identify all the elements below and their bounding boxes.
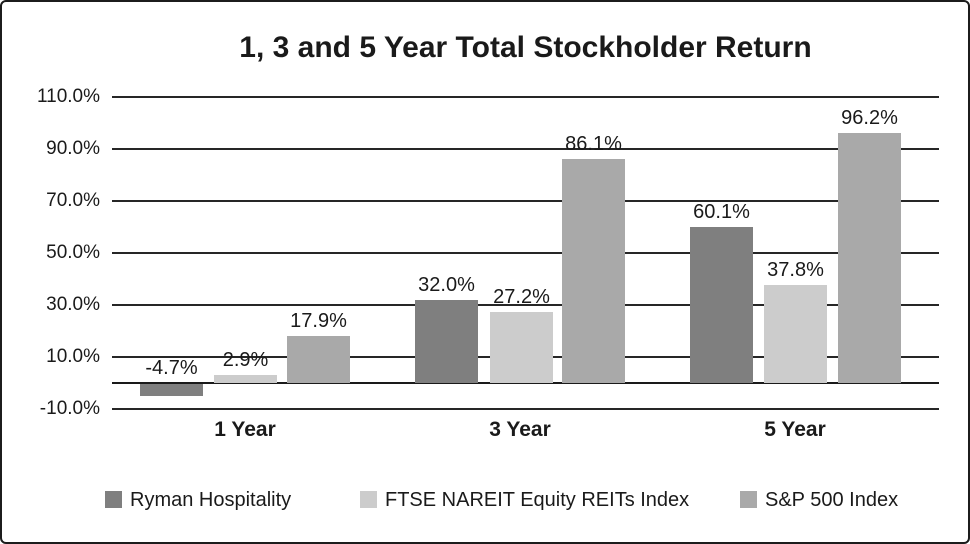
legend-swatch	[360, 491, 377, 508]
value-label: 2.9%	[222, 349, 269, 372]
y-axis-tick-label: 70.0%	[46, 190, 100, 211]
bar-ryman-hospitality-5-year	[690, 226, 753, 383]
value-label: 60.1%	[693, 200, 750, 223]
y-axis-tick-label: 10.0%	[46, 346, 100, 367]
chart-title: 1, 3 and 5 Year Total Stockholder Return	[239, 31, 812, 64]
value-label: 37.8%	[767, 258, 824, 281]
y-axis-tick-label: 50.0%	[46, 242, 100, 263]
y-axis-tick-label: -10.0%	[39, 398, 100, 419]
legend-swatch	[105, 491, 122, 508]
gridline	[112, 148, 939, 150]
legend-label: FTSE NAREIT Equity REITs Index	[385, 489, 690, 511]
bar-ftse-nareit-equity-reits-index-3-year	[490, 312, 553, 383]
bar-ftse-nareit-equity-reits-index-5-year	[764, 284, 827, 383]
bar-s-p-500-index-5-year	[838, 132, 901, 383]
value-label: 86.1%	[565, 133, 622, 156]
gridline	[112, 200, 939, 202]
gridline	[112, 96, 939, 98]
value-label: 27.2%	[493, 286, 550, 309]
y-axis-tick-label: 110.0%	[36, 86, 100, 107]
legend-label: S&P 500 Index	[765, 489, 899, 511]
y-axis-tick-label: 90.0%	[46, 138, 100, 159]
y-axis-tick-label: 30.0%	[46, 294, 100, 315]
category-label: 3 Year	[489, 418, 551, 441]
bar-ryman-hospitality-3-year	[415, 299, 478, 383]
category-label: 5 Year	[764, 418, 826, 441]
x-axis-line	[112, 382, 939, 384]
legend-item: Ryman Hospitality	[105, 488, 291, 512]
value-label: -4.7%	[145, 357, 198, 379]
legend-item: S&P 500 Index	[740, 488, 898, 512]
gridline	[112, 408, 939, 410]
plot-area: -4.7% 32.0% 60.1% 2.9% 27.2% 37.8% 17.9% 86.1% 9…	[112, 96, 939, 441]
bar-ftse-nareit-equity-reits-index-1-year	[214, 375, 277, 383]
legend-item: FTSE NAREIT Equity REITs Index	[360, 488, 689, 512]
bar-s-p-500-index-1-year	[287, 336, 350, 383]
bar-s-p-500-index-3-year	[562, 159, 625, 383]
legend-label: Ryman Hospitality	[130, 489, 292, 511]
gridline	[112, 252, 939, 254]
legend-swatch	[740, 491, 757, 508]
value-label: 96.2%	[841, 106, 898, 129]
gridline	[112, 304, 939, 306]
value-label: 17.9%	[290, 310, 347, 333]
category-label: 1 Year	[214, 418, 276, 441]
value-label: 32.0%	[418, 273, 475, 296]
bar-ryman-hospitality-1-year	[140, 384, 203, 397]
